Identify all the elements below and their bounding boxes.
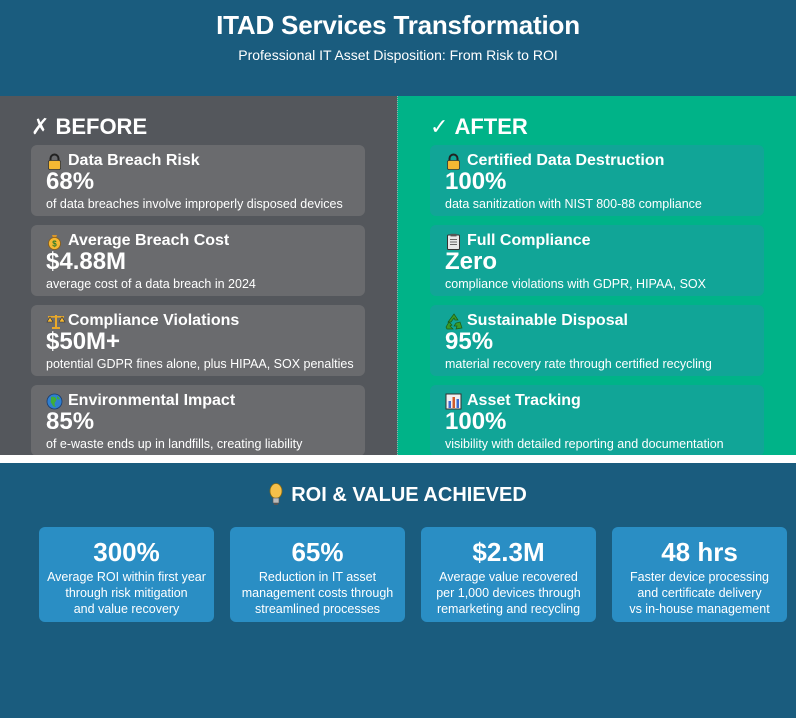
bar-chart-icon [445, 393, 462, 410]
before-card-environmental: Environmental Impact 85% of e-waste ends… [31, 385, 365, 456]
before-card-data-breach: Data Breach Risk 68% of data breaches in… [31, 145, 365, 216]
card-title: Compliance Violations [68, 312, 240, 329]
roi-cards: 300% Average ROI within first year throu… [39, 527, 787, 622]
card-desc: data sanitization with NIST 800-88 compl… [445, 197, 702, 211]
card-value: 100% [445, 168, 507, 195]
roi-value: $2.3M [472, 537, 545, 567]
roi-desc: Average value recovered per 1,000 device… [421, 569, 596, 617]
after-card-compliance: Full Compliance Zero compliance violatio… [430, 225, 764, 296]
roi-value: 48 hrs [661, 537, 738, 567]
card-desc: of data breaches involve improperly disp… [46, 197, 343, 211]
roi-title: ROI & VALUE ACHIEVED [291, 483, 527, 506]
globe-icon [46, 393, 63, 410]
before-panel: ✗ BEFORE Data Breach Risk 68% of data br… [0, 96, 397, 456]
roi-desc-line: and certificate delivery [637, 586, 762, 600]
card-value: 95% [445, 328, 494, 355]
lock-icon [46, 153, 63, 170]
roi-value: 300% [93, 537, 160, 567]
scales-icon [46, 313, 66, 330]
roi-value: 65% [291, 537, 344, 567]
roi-desc: Reduction in IT asset management costs t… [230, 569, 405, 617]
roi-desc-line: per 1,000 devices through [436, 586, 581, 600]
card-desc: compliance violations with GDPR, HIPAA, … [445, 277, 706, 291]
roi-desc-line: and value recovery [73, 602, 180, 616]
roi-card-average-roi: 300% Average ROI within first year throu… [39, 527, 214, 622]
card-desc: average cost of a data breach in 2024 [46, 277, 256, 291]
card-desc: of e-waste ends up in landfills, creatin… [46, 437, 303, 451]
after-card-data-destruction: Certified Data Destruction 100% data san… [430, 145, 764, 216]
card-title: Sustainable Disposal [467, 312, 628, 329]
check-mark-icon: ✓ [430, 113, 449, 139]
section-divider [0, 455, 796, 463]
roi-card-cost-reduction: 65% Reduction in IT asset management cos… [230, 527, 405, 622]
roi-desc-line: vs in-house management [629, 602, 770, 616]
svg-text:$: $ [52, 239, 57, 248]
after-title: AFTER [454, 113, 528, 139]
after-heading: ✓ AFTER [430, 108, 796, 145]
roi-section: ROI & VALUE ACHIEVED 300% Average ROI wi… [0, 463, 796, 718]
card-title: Certified Data Destruction [467, 152, 665, 169]
roi-desc-line: through risk mitigation [65, 586, 188, 600]
lightbulb-icon [269, 483, 283, 507]
card-title: Asset Tracking [467, 392, 581, 409]
card-desc: visibility with detailed reporting and d… [445, 437, 724, 451]
roi-desc-line: Average ROI within first year [47, 570, 206, 584]
card-value: 100% [445, 408, 507, 435]
card-title: Full Compliance [467, 232, 591, 249]
header: ITAD Services Transformation Professiona… [0, 0, 796, 96]
roi-desc-line: Average value recovered [439, 570, 578, 584]
recycle-icon [445, 312, 463, 330]
roi-desc-line: remarketing and recycling [436, 602, 581, 616]
card-title: Environmental Impact [68, 392, 236, 409]
card-desc: potential GDPR fines alone, plus HIPAA, … [46, 357, 354, 371]
card-value: $50M+ [46, 328, 121, 355]
card-value: 85% [46, 408, 95, 435]
page-subtitle: Professional IT Asset Disposition: From … [238, 47, 558, 63]
lock-icon [445, 153, 462, 170]
roi-heading: ROI & VALUE ACHIEVED [0, 483, 796, 507]
after-panel: ✓ AFTER Certified Data Destruction 100% … [397, 96, 796, 456]
roi-card-processing-time: 48 hrs Faster device processing and cert… [612, 527, 787, 622]
before-card-breach-cost: $ Average Breach Cost $4.88M average cos… [31, 225, 365, 296]
card-value: Zero [445, 248, 498, 275]
roi-desc-line: Faster device processing [630, 570, 769, 584]
card-value: $4.88M [46, 248, 127, 275]
before-title: BEFORE [55, 113, 148, 139]
before-heading: ✗ BEFORE [31, 108, 397, 145]
roi-desc-line: management costs through [241, 586, 394, 600]
comparison-section: ✗ BEFORE Data Breach Risk 68% of data br… [0, 96, 796, 456]
roi-desc-line: Reduction in IT asset [258, 570, 377, 584]
before-card-compliance: Compliance Violations $50M+ potential GD… [31, 305, 365, 376]
roi-desc: Average ROI within first year through ri… [39, 569, 214, 617]
card-value: 68% [46, 168, 95, 195]
card-title: Data Breach Risk [68, 152, 200, 169]
page-title: ITAD Services Transformation [216, 10, 580, 40]
roi-desc: Faster device processing and certificate… [612, 569, 787, 617]
roi-desc-line: streamlined processes [254, 602, 381, 616]
after-card-sustainable: Sustainable Disposal 95% material recove… [430, 305, 764, 376]
after-card-asset-tracking: Asset Tracking 100% visibility with deta… [430, 385, 764, 456]
money-bag-icon: $ [46, 233, 63, 250]
card-desc: material recovery rate through certified… [445, 357, 712, 371]
roi-card-value-recovered: $2.3M Average value recovered per 1,000 … [421, 527, 596, 622]
clipboard-icon [445, 233, 462, 250]
x-mark-icon: ✗ [31, 113, 50, 139]
card-title: Average Breach Cost [68, 232, 230, 249]
